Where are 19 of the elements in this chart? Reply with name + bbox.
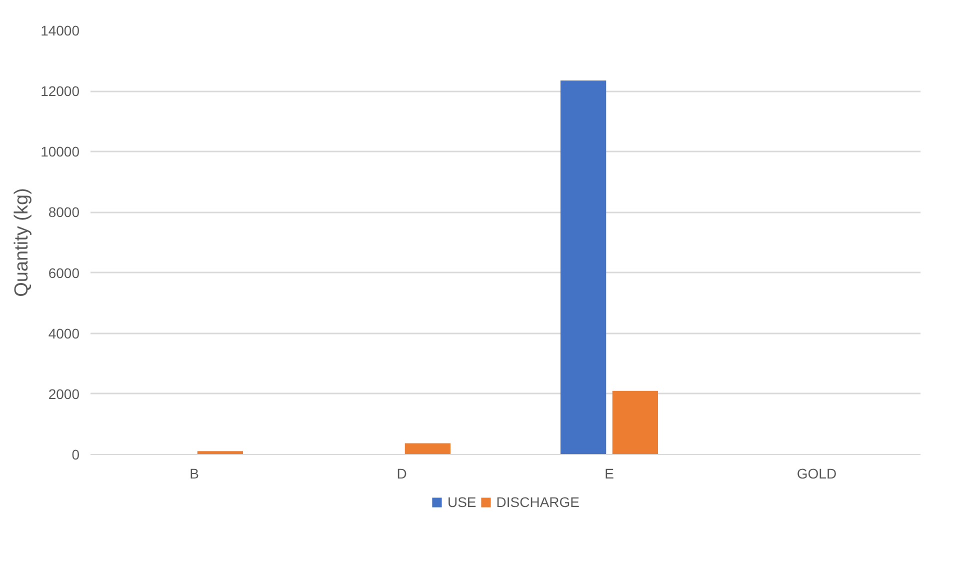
bar bbox=[612, 390, 658, 454]
legend-label: DISCHARGE bbox=[496, 494, 580, 510]
y-tick-label: 12000 bbox=[40, 83, 80, 100]
y-tick-label: 14000 bbox=[40, 22, 80, 38]
y-tick-label: 10000 bbox=[40, 144, 80, 160]
bar bbox=[197, 451, 244, 454]
x-tick-label: D bbox=[396, 466, 407, 482]
legend-label: USE bbox=[447, 494, 476, 510]
bar bbox=[404, 443, 451, 454]
x-tick-label: GOLD bbox=[796, 466, 837, 482]
y-tick-label: 6000 bbox=[48, 264, 80, 281]
y-axis-title: Quantity (kg) bbox=[12, 188, 33, 297]
x-tick-label: B bbox=[190, 466, 199, 482]
bar bbox=[560, 80, 606, 454]
y-tick-label: 4000 bbox=[48, 325, 80, 342]
x-tick-label: E bbox=[604, 466, 614, 482]
y-tick-label: 0 bbox=[72, 446, 80, 462]
y-tick-label: 8000 bbox=[48, 204, 80, 220]
y-tick-label: 2000 bbox=[48, 386, 80, 402]
